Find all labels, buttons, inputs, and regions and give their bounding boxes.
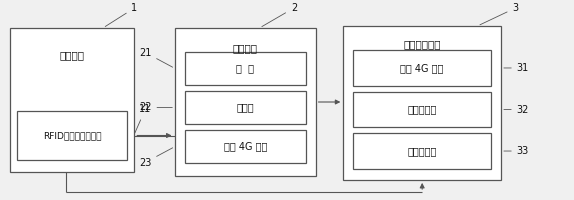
Bar xyxy=(353,133,491,169)
Text: 分析存储芯: 分析存储芯 xyxy=(408,146,437,156)
Text: 22: 22 xyxy=(139,102,172,112)
Text: 天  线: 天 线 xyxy=(236,64,254,73)
Text: RFID抗金属电子标签: RFID抗金属电子标签 xyxy=(43,131,101,140)
Bar xyxy=(343,26,501,180)
Text: 23: 23 xyxy=(139,148,173,168)
Text: 阅读模块: 阅读模块 xyxy=(233,43,258,53)
Text: 第二 4G 模块: 第二 4G 模块 xyxy=(401,63,444,73)
Bar xyxy=(175,28,316,176)
Bar xyxy=(185,91,306,124)
Text: 1: 1 xyxy=(105,3,138,27)
Bar xyxy=(10,28,134,172)
Text: 解读器: 解读器 xyxy=(236,102,254,112)
Text: 33: 33 xyxy=(504,146,529,156)
Bar xyxy=(353,50,491,86)
Text: 3: 3 xyxy=(480,3,518,25)
Text: 2: 2 xyxy=(262,3,297,27)
Text: 32: 32 xyxy=(504,105,529,114)
Bar xyxy=(185,52,306,85)
Text: 11: 11 xyxy=(135,104,152,133)
Text: 31: 31 xyxy=(504,63,529,73)
Bar xyxy=(185,130,306,163)
Text: 数据平台模块: 数据平台模块 xyxy=(404,39,441,49)
Text: 标识模块: 标识模块 xyxy=(60,50,84,60)
Text: 第一 4G 模块: 第一 4G 模块 xyxy=(224,142,267,152)
Text: 数字显示仳: 数字显示仳 xyxy=(408,105,437,114)
Text: 21: 21 xyxy=(139,47,173,67)
Bar xyxy=(353,92,491,127)
Bar xyxy=(17,111,127,160)
